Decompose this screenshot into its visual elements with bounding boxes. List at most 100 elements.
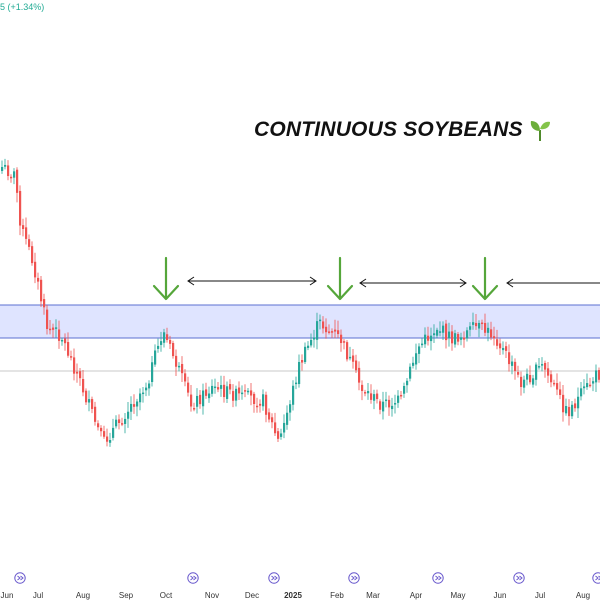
- candle: [517, 366, 519, 378]
- candle-body: [73, 357, 75, 373]
- candle-body: [247, 391, 249, 393]
- candle-body: [433, 333, 435, 335]
- candle: [403, 383, 405, 398]
- candle: [130, 396, 132, 420]
- candle-body: [367, 391, 369, 393]
- candle: [292, 380, 294, 410]
- candle-body: [325, 327, 327, 332]
- candle: [217, 382, 219, 392]
- candle-body: [523, 380, 525, 388]
- candle-body: [505, 346, 507, 351]
- candle-body: [580, 388, 582, 396]
- candle: [151, 356, 153, 386]
- x-tick-label: Apr: [410, 591, 423, 600]
- candle-body: [157, 346, 159, 349]
- candle-body: [214, 387, 216, 389]
- candle-body: [547, 368, 549, 375]
- event-marker-icon: [514, 573, 524, 583]
- candle-body: [196, 396, 198, 407]
- candle-body: [169, 340, 171, 344]
- chart-title: CONTINUOUS SOYBEANS: [254, 118, 551, 142]
- candle: [523, 376, 525, 394]
- candle-body: [199, 395, 201, 404]
- candle: [586, 374, 588, 390]
- candle-body: [64, 339, 66, 344]
- candle-body: [91, 399, 93, 409]
- candle: [556, 373, 558, 395]
- double-arrow: [188, 277, 316, 285]
- candle: [301, 354, 303, 370]
- candle: [220, 376, 222, 397]
- candle: [565, 399, 567, 416]
- candle-body: [55, 327, 57, 329]
- candle-body: [511, 362, 513, 366]
- candle-body: [556, 383, 558, 389]
- candle: [229, 379, 231, 394]
- double-arrow: [360, 279, 466, 287]
- x-tick-label: Dec: [245, 591, 259, 600]
- candle-body: [508, 352, 510, 364]
- chart-title-text: CONTINUOUS SOYBEANS: [254, 118, 523, 142]
- candle-body: [301, 360, 303, 363]
- candle-body: [7, 165, 9, 176]
- candle-body: [160, 341, 162, 345]
- candle-body: [154, 351, 156, 365]
- candle: [262, 389, 264, 410]
- candle: [538, 358, 540, 370]
- candle: [541, 357, 543, 371]
- candle: [346, 340, 348, 361]
- candle: [232, 384, 234, 407]
- candle-body: [118, 419, 120, 423]
- candle-body: [403, 386, 405, 394]
- price-change-readout: 5 (+1.34%): [0, 2, 44, 12]
- candle: [400, 391, 402, 399]
- candle-body: [238, 388, 240, 394]
- candle: [214, 379, 216, 394]
- candle-body: [394, 403, 396, 405]
- candle-body: [355, 361, 357, 371]
- candle-body: [328, 331, 330, 333]
- candle: [136, 399, 138, 416]
- candle-body: [19, 191, 21, 226]
- candle: [286, 405, 288, 429]
- candle: [76, 363, 78, 382]
- candle: [505, 342, 507, 358]
- x-tick-label: Aug: [576, 591, 590, 600]
- x-tick-label: Nov: [205, 591, 219, 600]
- candle: [256, 398, 258, 413]
- candle-body: [289, 404, 291, 412]
- candle-body: [553, 383, 555, 385]
- candle-body: [565, 406, 567, 413]
- candle: [127, 402, 129, 428]
- candle-body: [136, 401, 138, 406]
- candle: [205, 383, 207, 399]
- candle-body: [586, 383, 588, 387]
- candle: [298, 354, 300, 387]
- candle: [577, 388, 579, 419]
- candle-body: [28, 239, 30, 247]
- candle: [235, 386, 237, 407]
- candle-body: [451, 331, 453, 343]
- candle-body: [52, 328, 54, 330]
- candle: [208, 387, 210, 403]
- candle-body: [313, 337, 315, 339]
- candle-body: [319, 320, 321, 322]
- candle: [97, 420, 99, 430]
- x-tick-label: Jul: [33, 591, 43, 600]
- candle: [226, 382, 228, 403]
- candle-body: [457, 334, 459, 342]
- candle: [571, 401, 573, 419]
- candle-body: [583, 386, 585, 388]
- candle-body: [232, 391, 234, 401]
- candle-body: [295, 383, 297, 385]
- candle-body: [127, 412, 129, 419]
- candle: [88, 390, 90, 411]
- candle: [199, 390, 201, 409]
- event-marker-icon: [593, 573, 600, 583]
- x-tick-label: May: [450, 591, 465, 600]
- candle: [547, 362, 549, 383]
- candle-body: [148, 384, 150, 389]
- candle-body: [418, 346, 420, 353]
- candle: [181, 356, 183, 382]
